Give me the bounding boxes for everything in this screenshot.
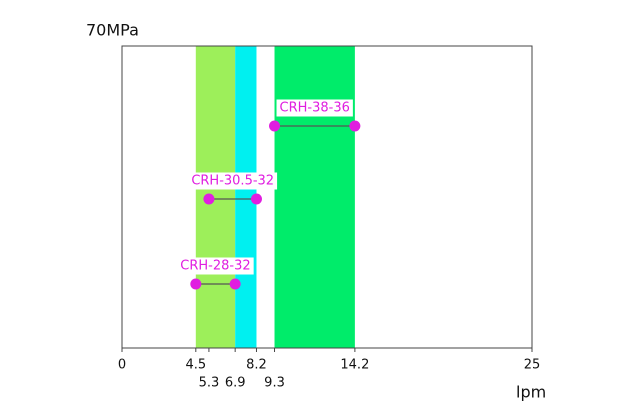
y-axis-label: 70MPa	[86, 21, 139, 40]
range-item: CRH-28-32	[177, 257, 254, 290]
x-tick-label: 25	[524, 358, 541, 373]
label-background	[188, 172, 278, 190]
x-tick-label: 14.2	[340, 358, 369, 373]
range-start	[269, 120, 281, 132]
range-label: CRH-30.5-32	[191, 174, 274, 189]
band	[274, 46, 355, 348]
x-tick-label: 4.5	[185, 358, 206, 373]
range-end	[229, 278, 241, 290]
label-background	[276, 99, 353, 117]
plot-frame	[121, 45, 533, 349]
x-tick-label: 8.2	[246, 358, 267, 373]
range-label: CRH-38-36	[280, 101, 350, 116]
range-end	[250, 193, 262, 205]
x-tick-label: 9.3	[264, 376, 285, 391]
x-tick-label: 5.3	[199, 376, 220, 391]
range-end	[349, 120, 361, 132]
range-start	[203, 193, 215, 205]
label-background	[177, 257, 254, 275]
range-start	[190, 278, 202, 290]
range-item: CRH-38-36	[269, 99, 361, 132]
x-axis-label: lpm	[516, 383, 546, 402]
range-label: CRH-28-32	[180, 259, 250, 274]
x-tick-label: 6.9	[225, 376, 246, 391]
range-item: CRH-30.5-32	[188, 172, 278, 205]
x-tick-label: 0	[118, 358, 126, 373]
band	[195, 46, 236, 348]
